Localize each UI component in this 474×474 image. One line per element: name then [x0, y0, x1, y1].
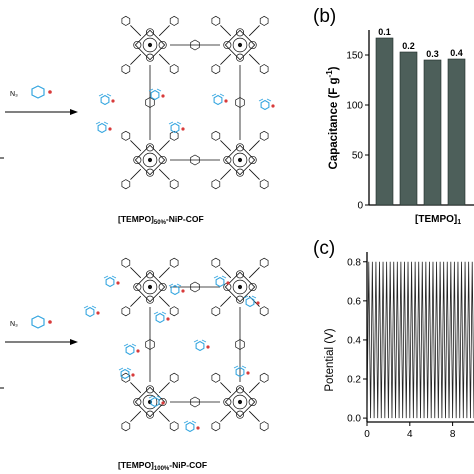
tempo-group-icon [98, 93, 115, 106]
tempo-group-icon [213, 275, 230, 288]
tempo50-cof-structure [95, 15, 275, 190]
tempo50-cof-label: [TEMPO]50%-NiP-COF [118, 214, 204, 226]
bar-category-label: 0.4 [450, 48, 463, 58]
bar-y-tick-label: 0 [357, 201, 363, 212]
potential-line-chart: (c) Potential (V) 0.0 0.2 0.4 0.6 0.8 0 4 8 [313, 238, 474, 440]
bar-marks: 0.1 0.2 0.3 0.4 [375, 27, 466, 206]
top-reaction-arrow [5, 109, 78, 115]
tempo-group-icon [243, 295, 260, 308]
line-ticks: 0.0 0.2 0.4 0.6 0.8 0 4 8 [347, 257, 456, 440]
gcd-curve [366, 261, 474, 419]
line-y-tick-label: 0.2 [347, 375, 361, 386]
capacitance-axis-label: Capacitance (F g-1) [325, 66, 340, 169]
line-y-tick-label: 0.0 [347, 414, 361, 425]
cof-scheme-svg: N₃ N₃ [TEMPO]50%-NiP-COF [TEMPO]100%-NiP… [0, 15, 275, 472]
porphyrin-unit [211, 372, 269, 432]
panel-b-tag: (b) [313, 6, 336, 27]
porphyrin-unit [211, 15, 269, 75]
imine-linker [145, 307, 155, 382]
line-y-tick-label: 0.8 [347, 257, 361, 268]
top-reagent-label: N₃ [10, 91, 18, 98]
panel-b: (b) Capacitance (F g-1) 0 50 100 150 0.1 0.2… [305, 0, 474, 230]
line-x-tick-label: 8 [450, 429, 456, 440]
capacitance-bar [399, 51, 418, 206]
tempo-group-icon [118, 367, 135, 380]
porphyrin-unit [121, 15, 179, 75]
tempo-group-icon [83, 305, 100, 318]
tempo100-cof-structure [83, 257, 269, 433]
porphyrin-unit [121, 257, 179, 317]
tempo-group-icon [103, 275, 120, 288]
capacitance-bar [447, 58, 466, 206]
bar-category-label: 0.1 [378, 27, 391, 37]
tempo-group-icon [95, 121, 112, 134]
imine-linker [235, 307, 245, 382]
tempo-group-icon [233, 365, 250, 378]
line-y-tick-label: 0.6 [347, 296, 361, 307]
capacitance-bar [423, 59, 442, 206]
imine-linker [170, 39, 220, 51]
tempo-group-icon [168, 121, 185, 134]
potential-curve [366, 261, 474, 419]
scheme-panel: N₃ N₃ [TEMPO]50%-NiP-COF [TEMPO]100%-NiP… [0, 15, 275, 472]
bar-category-label: 0.3 [426, 49, 439, 59]
tempo-group-icon [211, 93, 228, 106]
bar-y-ticks: 0 50 100 150 [346, 51, 369, 212]
tempo100-cof-label: [TEMPO]100%-NiP-COF [118, 460, 207, 472]
bar-y-tick-label: 50 [352, 151, 364, 162]
tempo-group-icon [193, 339, 210, 352]
tempo-reagent-icon [31, 315, 52, 329]
line-x-tick-label: 0 [364, 429, 370, 440]
imine-linker [145, 65, 155, 140]
capacitance-bar [375, 37, 394, 206]
potential-axis-label: Potential (V) [324, 328, 336, 391]
line-x-tick-label: 4 [407, 429, 413, 440]
tempo-group-icon [153, 311, 170, 324]
bar-y-tick-label: 100 [346, 101, 363, 112]
capacitance-bar-chart: (b) Capacitance (F g-1) 0 50 100 150 0.1 0.2… [313, 6, 474, 226]
imine-linker [170, 396, 220, 408]
bar-y-tick-label: 150 [346, 51, 363, 62]
tempo-reagent-icon [31, 85, 52, 99]
tempo-group-icon [123, 343, 140, 356]
tempo-x-axis-label: [TEMPO]1 [415, 214, 461, 226]
line-y-tick-label: 0.4 [347, 335, 361, 346]
tempo-group-icon [168, 283, 185, 296]
imine-linker [170, 154, 220, 166]
panel-c: (c) Potential (V) 0.0 0.2 0.4 0.6 0.8 0 4 8 [305, 230, 474, 474]
bottom-reaction-arrow [5, 339, 78, 345]
porphyrin-unit [121, 130, 179, 190]
tempo-group-icon [148, 88, 165, 101]
imine-linker [235, 65, 245, 140]
bar-category-label: 0.2 [402, 41, 415, 51]
panel-c-tag: (c) [313, 238, 335, 259]
porphyrin-unit [211, 130, 269, 190]
tempo-group-icon [183, 420, 200, 433]
tempo-group-icon [258, 98, 275, 111]
tempo-group-icon [148, 395, 165, 408]
bottom-reagent-label: N₃ [10, 321, 18, 328]
